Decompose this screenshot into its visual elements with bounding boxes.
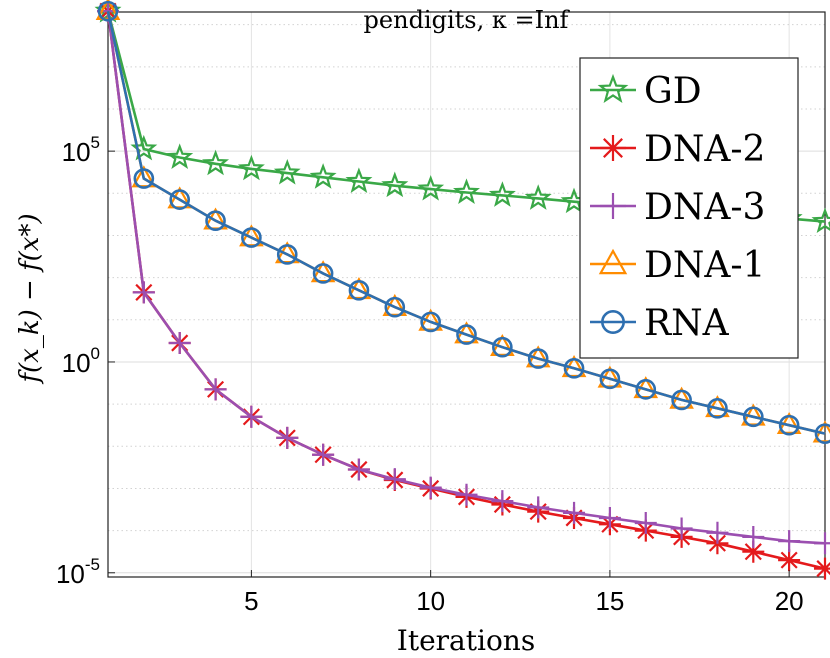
- legend-label: RNA: [644, 303, 730, 344]
- marker: [241, 227, 262, 248]
- marker: [778, 530, 801, 553]
- y-tick-label: 10-5: [56, 555, 100, 589]
- marker: [742, 406, 764, 428]
- marker: [276, 426, 299, 449]
- marker: [166, 143, 194, 169]
- marker: [492, 336, 513, 358]
- marker: [635, 379, 657, 400]
- marker: [131, 165, 157, 188]
- marker: [168, 331, 191, 354]
- series-rna: [97, 0, 830, 444]
- legend-entry: RNA: [590, 303, 730, 344]
- x-tick-label: 15: [595, 586, 624, 616]
- marker: [202, 149, 230, 176]
- axis-layer: 5 10 15 20 105 100 10-5: [56, 133, 804, 616]
- marker: [814, 557, 830, 580]
- marker: [204, 378, 227, 401]
- legend-entry: DNA-1: [590, 245, 765, 286]
- marker: [453, 178, 480, 204]
- marker: [348, 279, 370, 301]
- marker: [240, 405, 263, 428]
- legend-label: DNA-2: [644, 129, 765, 170]
- marker: [599, 368, 621, 390]
- marker: [634, 512, 657, 535]
- marker: [527, 496, 550, 519]
- marker: [383, 468, 406, 491]
- series-line: [106, 10, 826, 435]
- marker: [671, 389, 692, 411]
- marker: [273, 159, 301, 185]
- marker: [205, 210, 226, 232]
- marker: [706, 521, 729, 544]
- marker: [778, 414, 800, 436]
- marker: [527, 348, 549, 369]
- marker: [345, 167, 373, 193]
- marker: [811, 207, 830, 234]
- marker: [456, 324, 477, 345]
- marker: [598, 248, 628, 275]
- marker: [524, 184, 552, 210]
- y-axis-label: f(x_k) − f(x*): [15, 213, 45, 384]
- marker: [455, 483, 478, 506]
- marker: [133, 168, 155, 189]
- series-layer: [94, 0, 830, 580]
- x-axis-label: Iterations: [397, 624, 535, 657]
- chart-title: pendigits, κ =Inf: [364, 6, 571, 34]
- marker: [419, 476, 442, 499]
- legend-entry: DNA-3: [590, 187, 765, 228]
- legend-label: DNA-1: [644, 245, 765, 286]
- legend-label: DNA-3: [644, 187, 765, 228]
- marker: [707, 398, 728, 419]
- marker: [97, 0, 119, 22]
- marker: [742, 525, 765, 548]
- marker: [600, 193, 626, 219]
- marker: [420, 311, 441, 333]
- legend-box: [579, 57, 799, 359]
- x-tick-label: 20: [775, 586, 804, 616]
- marker: [347, 458, 370, 481]
- marker: [597, 73, 629, 104]
- marker: [384, 296, 406, 318]
- marker: [312, 263, 334, 284]
- marker: [488, 181, 516, 207]
- legend: GD DNA-2 DNA-3 DNA-1 RNA: [579, 57, 799, 359]
- marker: [381, 171, 409, 198]
- marker: [601, 310, 625, 334]
- marker: [309, 163, 337, 189]
- marker: [670, 517, 693, 540]
- y-tick-label: 100: [62, 344, 100, 378]
- marker: [237, 154, 265, 181]
- marker: [312, 443, 335, 466]
- marker: [417, 174, 445, 201]
- x-tick-label: 5: [244, 586, 258, 616]
- marker: [742, 540, 765, 563]
- legend-entry: GD: [590, 71, 702, 112]
- marker: [491, 490, 514, 513]
- marker: [169, 189, 191, 210]
- y-tick-label: 105: [62, 133, 100, 167]
- legend-label: GD: [644, 71, 702, 112]
- marker: [778, 549, 801, 572]
- marker: [95, 0, 121, 20]
- marker: [814, 423, 830, 444]
- plot-frame: [107, 11, 826, 578]
- marker: [598, 506, 621, 529]
- x-tick-label: 10: [416, 586, 445, 616]
- marker: [276, 244, 298, 265]
- marker: [600, 135, 626, 161]
- legend-entry: DNA-2: [590, 129, 765, 170]
- marker: [814, 532, 830, 555]
- marker: [563, 357, 585, 379]
- marker: [132, 281, 155, 304]
- marker: [563, 501, 586, 524]
